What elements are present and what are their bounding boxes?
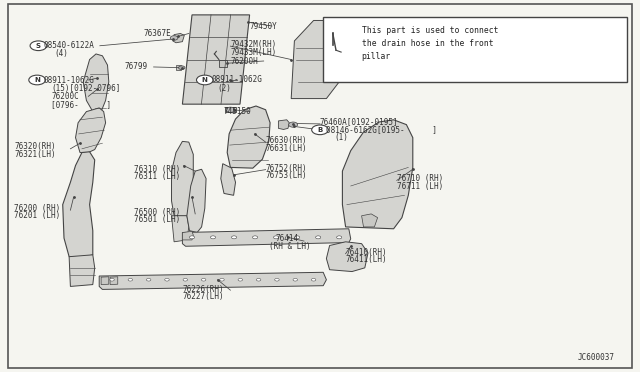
Circle shape <box>170 36 178 40</box>
Text: 76630(RH): 76630(RH) <box>266 136 307 145</box>
Polygon shape <box>101 277 109 285</box>
Circle shape <box>275 278 279 281</box>
Circle shape <box>289 122 298 127</box>
Circle shape <box>316 236 321 239</box>
Text: 76311 (LH): 76311 (LH) <box>134 172 180 181</box>
Text: 79450Y: 79450Y <box>250 22 277 31</box>
Circle shape <box>337 236 342 239</box>
Text: This part is used to connect
the drain hose in the front
pillar: This part is used to connect the drain h… <box>362 26 498 61</box>
Circle shape <box>238 278 243 281</box>
Circle shape <box>110 278 115 281</box>
Text: 76367E: 76367E <box>144 29 172 38</box>
Polygon shape <box>291 20 339 99</box>
Circle shape <box>232 236 237 239</box>
Text: 76201 (LH): 76201 (LH) <box>14 211 60 220</box>
Text: (RH & LH): (RH & LH) <box>269 242 310 251</box>
Circle shape <box>196 75 213 85</box>
Text: 76321(LH): 76321(LH) <box>14 150 56 159</box>
Text: 79432M(RH): 79432M(RH) <box>230 40 276 49</box>
Text: (4): (4) <box>54 49 68 58</box>
Text: 08911-1062G: 08911-1062G <box>44 76 94 85</box>
Circle shape <box>312 278 316 281</box>
Text: (2): (2) <box>218 84 232 93</box>
Text: 76410(RH): 76410(RH) <box>346 248 387 257</box>
Text: [0796-      ]: [0796- ] <box>51 100 111 109</box>
Text: 76414: 76414 <box>275 234 298 243</box>
Text: 76710 (RH): 76710 (RH) <box>397 174 443 183</box>
Circle shape <box>179 66 185 70</box>
Circle shape <box>183 278 188 281</box>
Circle shape <box>29 75 45 85</box>
Polygon shape <box>225 107 236 112</box>
Polygon shape <box>69 255 95 286</box>
Text: JC600037: JC600037 <box>577 353 614 362</box>
Text: 76753(LH): 76753(LH) <box>266 171 307 180</box>
Polygon shape <box>182 231 193 240</box>
Polygon shape <box>110 277 118 285</box>
Text: 76200H: 76200H <box>230 57 258 65</box>
Text: (1): (1) <box>334 133 348 142</box>
Circle shape <box>312 125 328 135</box>
Polygon shape <box>362 214 378 227</box>
Polygon shape <box>173 33 184 43</box>
Circle shape <box>211 236 216 239</box>
Text: N: N <box>34 77 40 83</box>
Polygon shape <box>278 120 289 129</box>
Polygon shape <box>76 108 106 153</box>
Text: S: S <box>36 43 41 49</box>
Polygon shape <box>99 272 326 289</box>
Text: 76411(LH): 76411(LH) <box>346 255 387 264</box>
Circle shape <box>226 107 235 112</box>
Polygon shape <box>227 106 270 168</box>
Polygon shape <box>187 169 206 232</box>
Text: B: B <box>317 127 323 133</box>
Text: 76460A[0192-0195]: 76460A[0192-0195] <box>320 118 399 126</box>
Text: 76200C: 76200C <box>51 92 79 101</box>
Polygon shape <box>221 164 236 195</box>
Circle shape <box>164 278 169 281</box>
Bar <box>323 17 627 82</box>
Circle shape <box>202 278 206 281</box>
Text: 745150: 745150 <box>224 107 252 116</box>
Circle shape <box>220 278 224 281</box>
Text: 79433M(LH): 79433M(LH) <box>230 48 276 57</box>
Text: 76501 (LH): 76501 (LH) <box>134 215 180 224</box>
Text: 08911-1062G: 08911-1062G <box>211 76 262 84</box>
Circle shape <box>293 278 298 281</box>
Polygon shape <box>182 15 250 104</box>
Text: 76226(RH): 76226(RH) <box>182 285 224 294</box>
Text: 76752(RH): 76752(RH) <box>266 164 307 173</box>
Polygon shape <box>182 229 351 246</box>
Text: 08540-6122A: 08540-6122A <box>44 41 94 50</box>
Text: 08146-6162G[0195-      ]: 08146-6162G[0195- ] <box>326 125 437 134</box>
Polygon shape <box>172 141 193 216</box>
Circle shape <box>30 41 47 51</box>
Text: (15)[0192-0796]: (15)[0192-0796] <box>51 84 120 93</box>
Polygon shape <box>63 152 95 257</box>
Text: 76631(LH): 76631(LH) <box>266 144 307 153</box>
Circle shape <box>189 236 195 239</box>
Polygon shape <box>172 216 189 242</box>
Text: 76320(RH): 76320(RH) <box>14 142 56 151</box>
Text: 76500 (RH): 76500 (RH) <box>134 208 180 217</box>
Polygon shape <box>83 54 109 112</box>
Text: N: N <box>202 77 208 83</box>
Polygon shape <box>342 120 413 229</box>
Circle shape <box>294 236 300 239</box>
Text: 76799: 76799 <box>125 62 148 71</box>
Circle shape <box>257 278 261 281</box>
Circle shape <box>253 236 258 239</box>
Polygon shape <box>176 65 181 70</box>
Text: 76200 (RH): 76200 (RH) <box>14 204 60 213</box>
Circle shape <box>128 278 132 281</box>
Polygon shape <box>219 60 227 67</box>
Text: 76711 (LH): 76711 (LH) <box>397 182 443 190</box>
Polygon shape <box>326 242 368 272</box>
Text: 76310 (RH): 76310 (RH) <box>134 165 180 174</box>
Text: 76227(LH): 76227(LH) <box>182 292 224 301</box>
Circle shape <box>147 278 151 281</box>
Circle shape <box>273 236 278 239</box>
